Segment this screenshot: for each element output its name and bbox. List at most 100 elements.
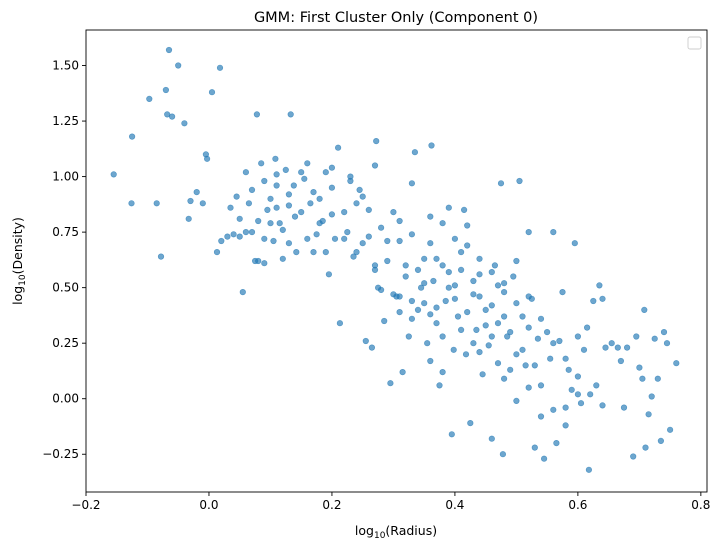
data-point [185, 215, 192, 222]
data-point [451, 282, 459, 289]
data-point [525, 324, 532, 331]
data-point [433, 320, 440, 327]
data-point [279, 255, 286, 262]
data-point [408, 231, 416, 238]
data-point [436, 382, 443, 389]
data-point [562, 422, 569, 429]
data-point [562, 404, 569, 411]
data-point [359, 240, 366, 247]
data-point [583, 324, 591, 331]
data-point [304, 235, 311, 242]
data-point [242, 169, 249, 176]
data-point [648, 393, 655, 400]
data-point [550, 229, 557, 236]
data-point [617, 357, 625, 365]
data-point [336, 320, 344, 327]
data-point [639, 375, 646, 382]
data-point [267, 220, 274, 227]
data-point [236, 233, 243, 240]
data-point [373, 138, 380, 145]
data-point [630, 453, 637, 460]
data-point [187, 197, 194, 205]
data-point [550, 340, 557, 347]
data-point [129, 133, 136, 140]
data-point [513, 351, 520, 358]
data-point [304, 160, 311, 167]
plot-frame [85, 29, 708, 493]
data-point [285, 202, 293, 209]
data-point [663, 340, 671, 347]
data-point [282, 166, 289, 173]
data-point [273, 171, 280, 178]
data-point [470, 340, 477, 347]
data-point [279, 226, 286, 233]
data-point [537, 382, 545, 389]
data-point [467, 420, 474, 427]
data-point [464, 222, 471, 229]
data-point [359, 193, 366, 200]
data-point [531, 362, 538, 369]
data-point [287, 111, 294, 118]
data-point [236, 215, 243, 222]
data-point [531, 444, 538, 451]
data-point [310, 189, 317, 196]
data-point [666, 426, 674, 433]
data-point [378, 286, 385, 294]
data-point [248, 186, 256, 193]
data-point [368, 344, 376, 351]
data-point [525, 229, 532, 236]
data-point [513, 397, 520, 405]
data-point [513, 257, 520, 265]
data-point [488, 333, 495, 340]
data-point [482, 322, 489, 329]
data-point [501, 375, 508, 382]
data-point [485, 342, 492, 349]
data-point [602, 344, 609, 351]
data-point [522, 362, 529, 369]
data-point [298, 209, 305, 216]
data-point [218, 237, 225, 245]
data-point [153, 200, 160, 207]
data-point [165, 46, 173, 54]
data-point [362, 337, 369, 345]
data-point [276, 220, 283, 227]
data-point [239, 289, 246, 296]
data-point [199, 200, 206, 207]
data-point [381, 317, 388, 325]
data-point [258, 160, 265, 167]
data-point [580, 346, 588, 353]
data-point [476, 293, 483, 300]
data-point [439, 333, 446, 340]
data-point [462, 351, 470, 358]
data-point [445, 284, 452, 291]
data-point [516, 177, 523, 185]
data-point [540, 455, 548, 462]
data-point [390, 291, 397, 298]
data-point [574, 373, 582, 380]
data-point [547, 355, 554, 362]
data-point [335, 144, 342, 151]
data-point [550, 406, 557, 413]
data-point [267, 195, 274, 202]
data-point [470, 277, 477, 285]
x-tick-label: 0.0 [199, 498, 218, 512]
data-point [596, 282, 603, 289]
data-point [537, 413, 545, 420]
data-point [641, 306, 648, 314]
legend-box [687, 36, 702, 50]
data-point [313, 231, 320, 238]
data-point [587, 391, 594, 398]
data-point [353, 249, 360, 256]
data-point [577, 400, 585, 407]
data-point [482, 306, 489, 314]
data-point [208, 89, 216, 96]
data-point [562, 355, 569, 362]
data-point [534, 335, 542, 342]
data-point [181, 120, 188, 127]
x-axis-label: log10(Radius) [355, 523, 437, 541]
data-point [175, 62, 182, 69]
data-point [421, 300, 428, 307]
data-point [307, 200, 314, 207]
data-point [273, 182, 280, 189]
axes-layer: −0.2 0.0 0.2 0.4 0.6 0.8 −0.25 0.00 0.25 0.50 0.75… [42, 59, 710, 512]
